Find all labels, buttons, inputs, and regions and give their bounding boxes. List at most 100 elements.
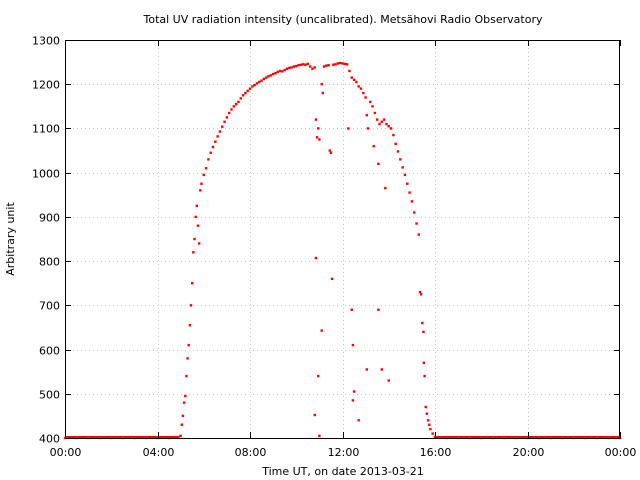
data-point — [380, 120, 384, 124]
data-point — [221, 125, 224, 128]
data-point — [429, 427, 432, 431]
data-point — [306, 62, 310, 66]
data-point — [200, 182, 203, 185]
data-point — [237, 100, 240, 104]
data-point — [352, 78, 356, 81]
data-point — [401, 166, 404, 169]
data-point — [373, 111, 377, 115]
y-tick-label: 700 — [39, 300, 60, 313]
data-point — [421, 321, 424, 325]
data-point — [406, 182, 409, 185]
data-point — [334, 63, 337, 66]
data-point — [211, 145, 215, 149]
data-point — [209, 151, 212, 154]
data-point — [202, 173, 205, 177]
data-point — [350, 76, 353, 79]
data-point — [241, 94, 245, 97]
data-point — [223, 120, 226, 124]
data-point — [338, 61, 342, 65]
data-point — [321, 91, 325, 95]
data-point — [352, 390, 356, 393]
data-point — [385, 122, 388, 126]
data-point — [207, 158, 210, 161]
data-point — [281, 70, 284, 73]
data-point — [288, 66, 291, 70]
data-point — [314, 256, 318, 260]
data-point — [283, 68, 286, 72]
data-point — [403, 173, 407, 177]
data-point — [188, 324, 192, 327]
data-point — [260, 79, 263, 82]
data-point — [418, 290, 422, 294]
data-point — [392, 133, 395, 137]
data-point — [396, 150, 400, 153]
data-point — [318, 434, 321, 437]
data-point — [322, 65, 326, 68]
data-point — [389, 127, 393, 130]
data-point — [269, 74, 273, 77]
data-point — [197, 242, 201, 245]
data-point — [365, 368, 368, 371]
data-point — [351, 343, 355, 347]
data-point — [351, 399, 355, 402]
data-point — [317, 127, 320, 130]
data-point — [422, 361, 426, 365]
data-point — [311, 67, 314, 70]
data-point — [216, 135, 219, 138]
data-point — [330, 277, 334, 280]
data-point — [415, 222, 418, 225]
data-point — [264, 76, 268, 79]
data-point — [278, 69, 282, 73]
data-point — [192, 251, 195, 254]
data-point — [297, 64, 300, 67]
data-point — [425, 412, 429, 415]
data-point — [375, 118, 379, 121]
data-point — [227, 111, 231, 115]
data-point — [424, 405, 427, 409]
data-point — [184, 394, 187, 398]
data-point — [343, 62, 347, 66]
y-axis-label: Arbitrary unit — [4, 202, 17, 276]
data-point — [189, 304, 193, 307]
data-point — [248, 87, 252, 90]
data-point — [239, 97, 242, 100]
x-tick-label: 16:00 — [420, 446, 452, 459]
y-tick-label: 800 — [39, 256, 60, 269]
data-point — [417, 233, 421, 236]
data-point — [365, 113, 368, 117]
data-point — [251, 85, 254, 88]
x-axis-label: Time UT, on date 2013-03-21 — [261, 465, 424, 478]
data-point — [329, 151, 333, 154]
data-point — [301, 63, 305, 66]
data-point — [258, 80, 261, 84]
x-tick-label: 00:00 — [605, 446, 637, 459]
data-layer — [63, 61, 622, 440]
data-point — [285, 67, 289, 70]
chart-title: Total UV radiation intensity (uncalibrat… — [143, 13, 543, 26]
data-point — [246, 89, 249, 93]
data-point — [214, 140, 217, 143]
data-point — [359, 87, 363, 90]
data-point — [267, 75, 270, 78]
data-point — [380, 368, 384, 371]
data-point — [274, 71, 277, 75]
y-tick-label: 1100 — [32, 123, 60, 136]
data-point — [387, 379, 390, 382]
data-point — [276, 70, 279, 74]
data-point — [271, 72, 275, 76]
data-point — [253, 83, 256, 87]
data-point — [377, 308, 380, 311]
data-point — [378, 122, 381, 126]
data-point — [325, 64, 328, 67]
data-point — [225, 116, 229, 119]
data-point — [431, 432, 434, 435]
axis-layer: 400 500 600 700 800 900 1000 1100 1200 1300 00:00 0… — [32, 35, 636, 460]
data-point — [299, 63, 303, 66]
data-point — [292, 65, 296, 68]
data-point — [366, 127, 370, 130]
y-tick-label: 1300 — [32, 35, 60, 48]
data-point — [295, 64, 298, 68]
data-point — [193, 237, 196, 241]
data-point — [182, 401, 186, 404]
data-point — [314, 118, 318, 121]
